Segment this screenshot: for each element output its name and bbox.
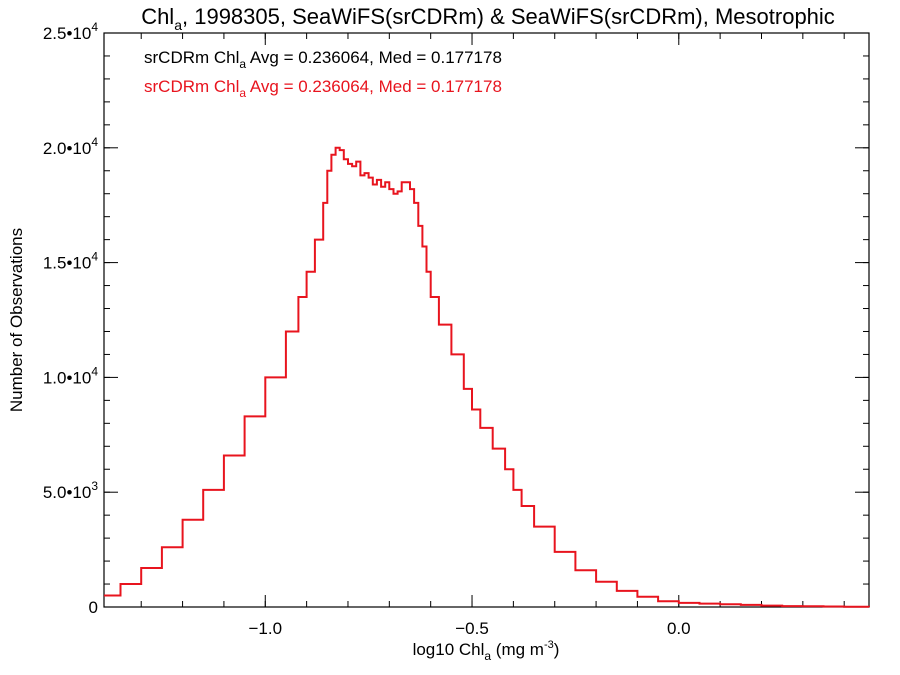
annotation-black: srCDRm Chla Avg = 0.236064, Med = 0.1771… [144, 48, 502, 71]
x-tick-label: 0.0 [667, 619, 691, 638]
x-tick-label: −0.5 [455, 619, 489, 638]
annotation-red: srCDRm Chla Avg = 0.236064, Med = 0.1771… [144, 77, 502, 100]
y-tick-label: 2.5•104 [43, 20, 99, 43]
y-tick-label: 5.0•103 [43, 479, 99, 502]
chart-title: Chla, 1998305, SeaWiFS(srCDRm) & SeaWiFS… [141, 4, 835, 33]
y-tick-label: 1.0•104 [43, 364, 99, 387]
y-tick-label: 0 [89, 598, 98, 617]
y-tick-label: 2.0•104 [43, 135, 99, 158]
y-tick-labels: 0 5.0•103 1.0•104 1.5•104 2.0•104 2.5•104 [43, 20, 99, 617]
axis-ticks [104, 32, 869, 608]
plot-frame [103, 32, 870, 608]
series-line [104, 146, 870, 608]
y-axis-label: Number of Observations [7, 228, 26, 412]
y-tick-label: 1.5•104 [43, 250, 99, 273]
x-tick-labels: −1.0 −0.5 0.0 [248, 619, 690, 638]
x-tick-label: −1.0 [248, 619, 282, 638]
x-axis-label: log10 Chla (mg m-3) [413, 639, 560, 663]
